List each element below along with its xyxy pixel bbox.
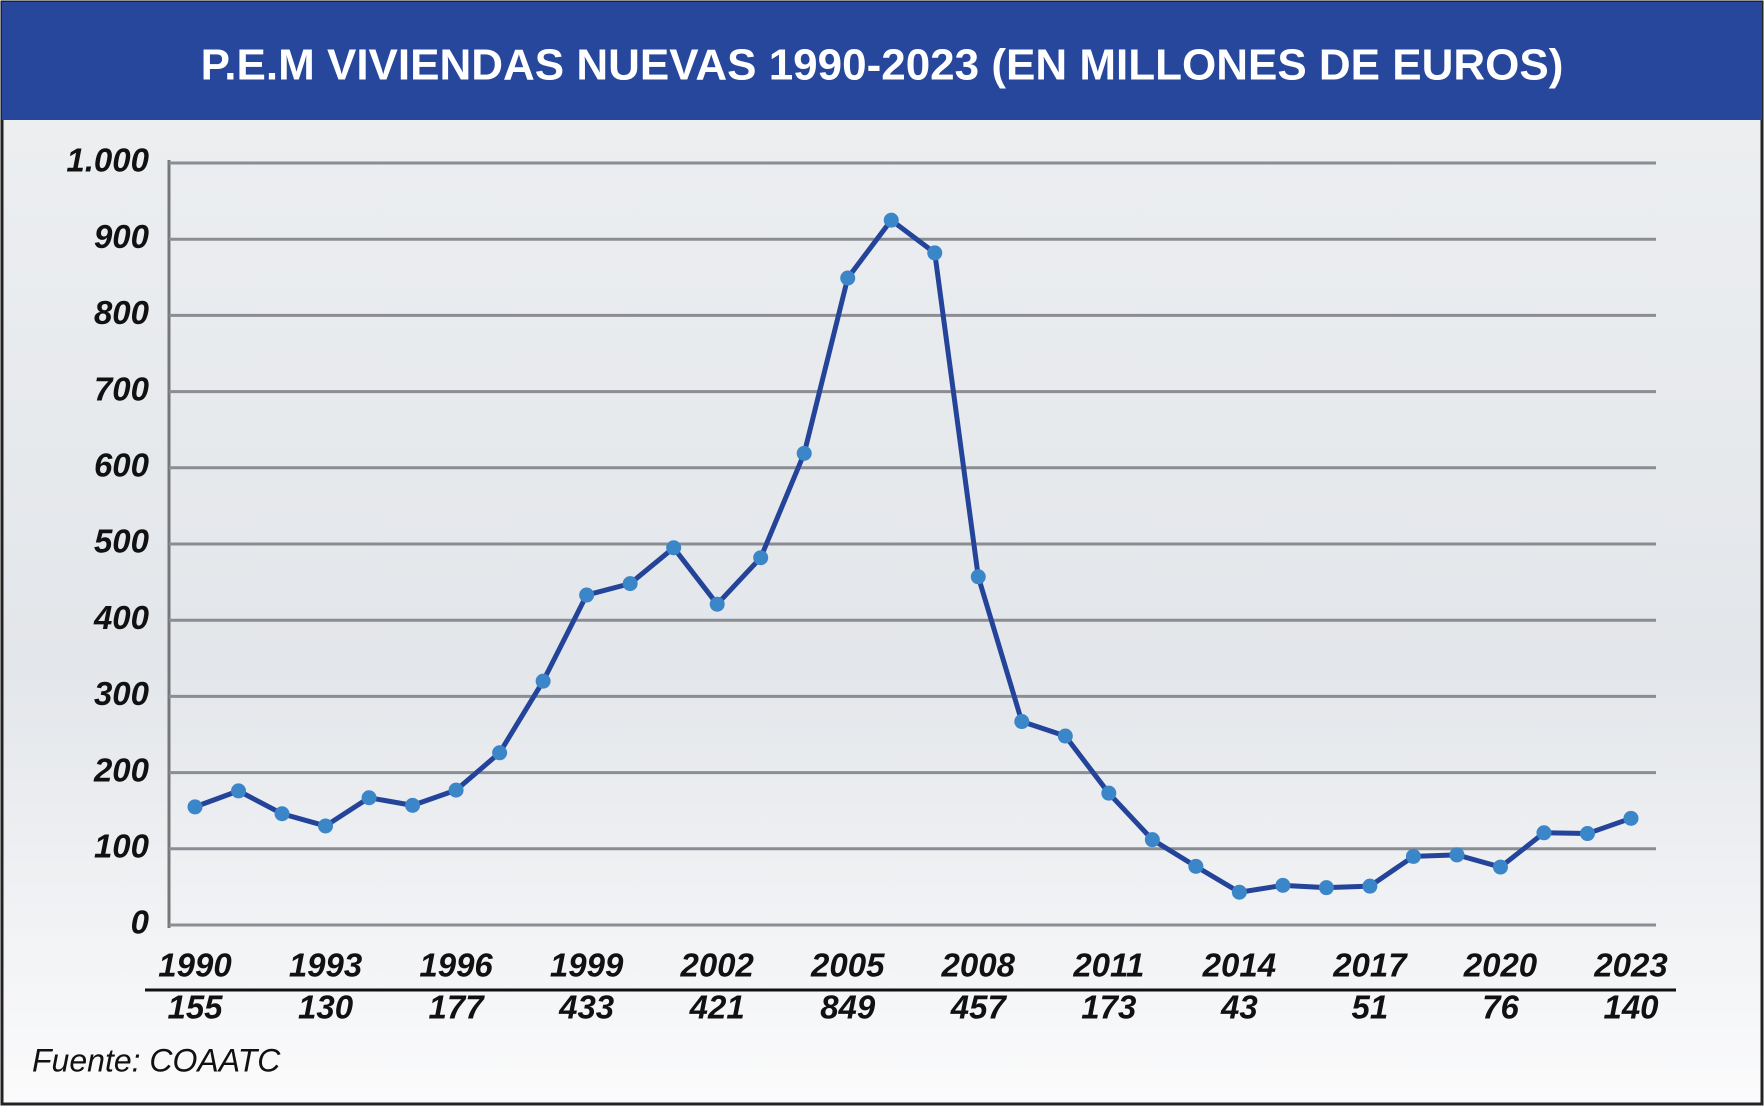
value-label: 140 bbox=[1603, 989, 1659, 1026]
y-tick-label: 200 bbox=[93, 751, 150, 788]
source: Fuente: COAATC bbox=[32, 1042, 281, 1078]
value-label: 433 bbox=[558, 989, 614, 1026]
x-tick-label: 2005 bbox=[810, 947, 885, 984]
data-point bbox=[405, 797, 421, 813]
data-point bbox=[883, 212, 899, 228]
data-point bbox=[1101, 785, 1117, 801]
data-point bbox=[1014, 714, 1030, 730]
data-point bbox=[1449, 847, 1465, 863]
y-tick-label: 100 bbox=[94, 828, 150, 865]
title-bar bbox=[2, 2, 1762, 120]
data-point bbox=[753, 550, 769, 566]
x-tick-label: 1993 bbox=[289, 947, 362, 984]
y-tick-label: 300 bbox=[94, 675, 150, 712]
x-tick-label: 2020 bbox=[1463, 947, 1538, 984]
y-tick-label: 800 bbox=[94, 294, 150, 331]
value-label: 457 bbox=[950, 989, 1008, 1026]
data-point bbox=[840, 270, 856, 286]
data-point bbox=[318, 818, 334, 834]
data-point bbox=[927, 245, 943, 261]
y-tick-label: 1.000 bbox=[66, 142, 149, 179]
chart-title: P.E.M VIVIENDAS NUEVAS 1990-2023 (EN MIL… bbox=[201, 41, 1564, 90]
y-tick-label: 900 bbox=[94, 218, 150, 255]
value-label: 849 bbox=[820, 989, 876, 1026]
value-label: 43 bbox=[1220, 989, 1258, 1026]
data-point bbox=[970, 569, 986, 585]
y-tick-label: 500 bbox=[94, 523, 150, 560]
data-point bbox=[1057, 728, 1073, 744]
series-line bbox=[194, 217, 1632, 895]
value-label: 173 bbox=[1081, 989, 1136, 1026]
value-label: 130 bbox=[298, 989, 354, 1026]
x-tick-label: 2017 bbox=[1332, 947, 1408, 984]
data-point bbox=[579, 587, 595, 603]
x-tick-label: 2002 bbox=[679, 947, 754, 984]
data-point bbox=[1231, 884, 1247, 900]
data-point bbox=[1405, 848, 1421, 864]
x-tick-label: 1999 bbox=[550, 947, 624, 984]
data-point bbox=[1362, 878, 1378, 894]
x-tick-label: 1996 bbox=[419, 947, 493, 984]
y-tick-label: 400 bbox=[93, 599, 150, 636]
data-point bbox=[1275, 877, 1291, 893]
data-point bbox=[709, 596, 725, 612]
y-tick-label: 700 bbox=[94, 370, 150, 407]
data-point bbox=[1536, 825, 1552, 841]
data-point bbox=[274, 806, 290, 822]
data-point bbox=[1188, 858, 1204, 874]
data-point bbox=[1144, 832, 1160, 848]
x-tick-label: 2008 bbox=[941, 947, 1016, 984]
data-point bbox=[535, 673, 551, 689]
data-point bbox=[1623, 810, 1639, 826]
data-point bbox=[796, 445, 812, 461]
value-label: 421 bbox=[689, 989, 745, 1026]
data-point bbox=[1579, 826, 1595, 842]
data-point bbox=[448, 782, 464, 798]
data-point bbox=[187, 799, 203, 815]
data-point bbox=[361, 790, 377, 806]
y-tick-label: 600 bbox=[94, 447, 150, 484]
data-point bbox=[1318, 880, 1334, 896]
x-tick-label: 1990 bbox=[158, 947, 232, 984]
data-point bbox=[666, 540, 682, 556]
value-label: 177 bbox=[429, 989, 486, 1026]
y-tick-label: 0 bbox=[131, 904, 150, 941]
x-tick-label: 2011 bbox=[1072, 947, 1144, 984]
x-tick-label: 2014 bbox=[1202, 947, 1276, 984]
value-label: 51 bbox=[1352, 989, 1389, 1026]
data-point bbox=[492, 745, 508, 761]
value-label: 76 bbox=[1482, 989, 1519, 1026]
data-point bbox=[1492, 859, 1508, 875]
data-point bbox=[231, 783, 247, 799]
data-point bbox=[622, 576, 638, 592]
x-tick-label: 2023 bbox=[1593, 947, 1667, 984]
value-label: 155 bbox=[167, 989, 223, 1026]
